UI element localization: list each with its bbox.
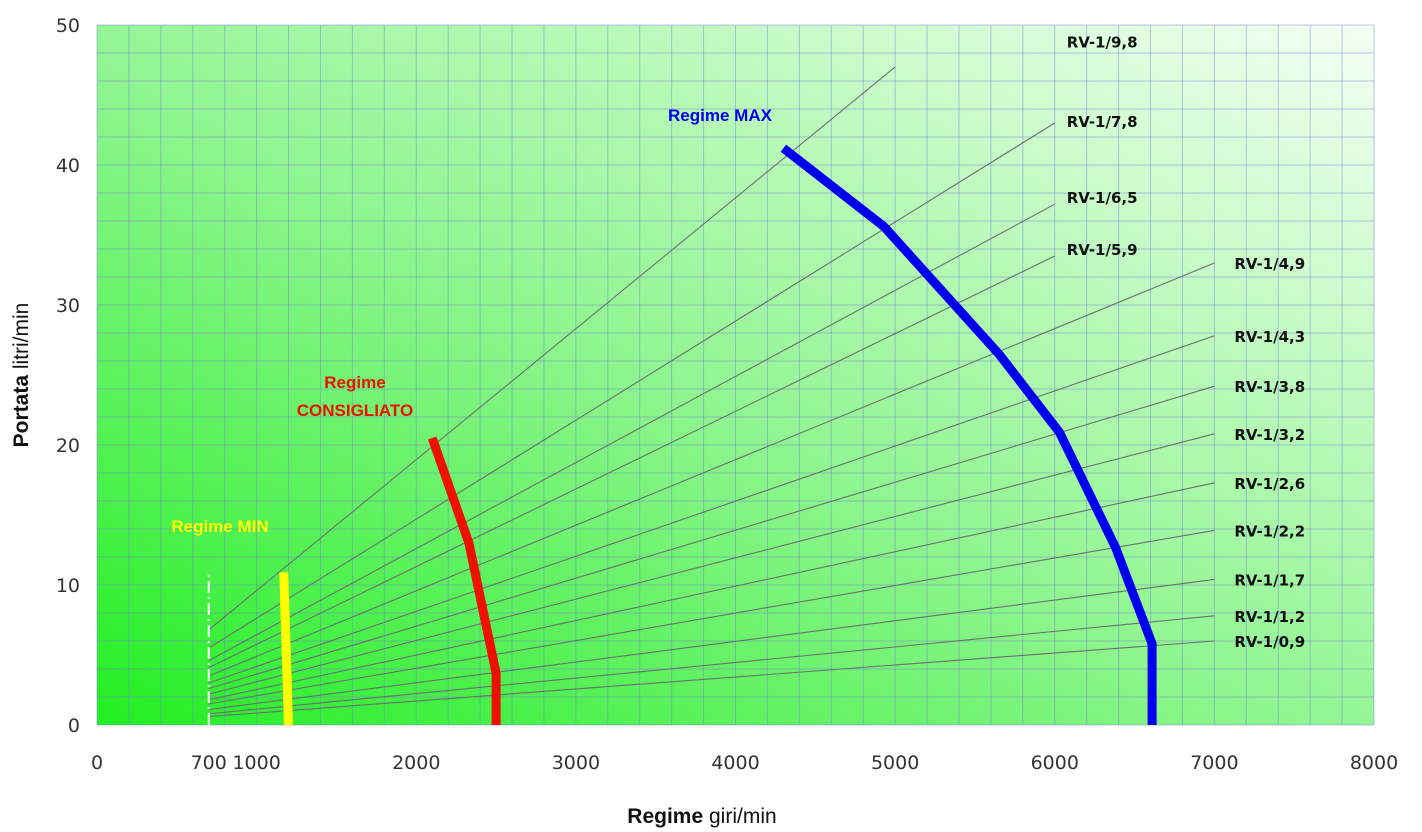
- pump-ray-label: RV-1/0,9: [1234, 633, 1305, 651]
- grid: [96, 24, 1375, 726]
- annotation-regime-consigliato-2: CONSIGLIATO: [297, 401, 414, 420]
- pump-ray-label: RV-1/2,6: [1234, 475, 1305, 493]
- regime-curves: [207, 144, 1157, 726]
- x-tick-label: 3000: [552, 752, 600, 774]
- pump-ray-label: RV-1/6,5: [1067, 189, 1138, 207]
- x-axis-title-bold: Regime: [627, 805, 703, 828]
- pump-ray-label: RV-1/5,9: [1067, 241, 1138, 259]
- x-tick-label: 700: [191, 752, 227, 774]
- pump-ray: [208, 385, 1215, 690]
- x-axis-title: Regime giri/min: [627, 805, 776, 828]
- x-tick-label: 2000: [392, 752, 440, 774]
- y-tick-label: 40: [56, 155, 80, 177]
- series-line: [279, 572, 293, 726]
- series-line: [427, 436, 501, 725]
- pump-ray: [208, 262, 1215, 677]
- pump-ray: [208, 640, 1215, 718]
- pump-ray: [208, 122, 1056, 649]
- pump-ray-label: RV-1/3,8: [1234, 378, 1305, 396]
- pump-ray: [208, 482, 1215, 701]
- x-tick-label: 5000: [871, 752, 919, 774]
- pump-ray: [208, 433, 1215, 695]
- pump-ray: [208, 255, 1055, 669]
- pump-ray: [208, 615, 1215, 715]
- pump-ray-label: RV-1/3,2: [1234, 426, 1305, 444]
- y-axis-title: Portata litri/min: [10, 303, 33, 448]
- y-tick-label: 30: [56, 295, 80, 317]
- pump-ray: [208, 203, 1056, 662]
- annotation-regime-min: Regime MIN: [171, 517, 268, 536]
- series-line: [780, 144, 1157, 725]
- y-axis-title-bold: Portata: [10, 375, 33, 448]
- x-tick-label: 8000: [1350, 752, 1398, 774]
- pump-ray-label: RV-1/4,9: [1234, 255, 1305, 273]
- y-axis-title-unit: litri/min: [10, 303, 33, 370]
- pump-ray: [208, 529, 1215, 705]
- axis-ticks: 0 700 1000 2000 3000 4000 5000 6000 7000 8000 0 10 2…: [56, 15, 1398, 774]
- x-tick-label: 4000: [711, 752, 759, 774]
- x-axis-title-unit: giri/min: [709, 805, 777, 828]
- pump-ray: [208, 66, 896, 631]
- pump-ray-label: RV-1/4,3: [1234, 328, 1305, 346]
- x-tick-label: 0: [91, 752, 103, 774]
- y-tick-label: 50: [56, 15, 80, 37]
- pump-ray: [208, 335, 1215, 684]
- y-tick-label: 20: [56, 435, 80, 457]
- pump-rays: RV-1/9,8 RV-1/7,8 RV-1/6,5 RV-1/5,9 RV-1/4,9…: [208, 33, 1305, 718]
- x-tick-label: 1000: [232, 752, 280, 774]
- pump-ray-label: RV-1/9,8: [1067, 33, 1138, 51]
- pump-ray-label: RV-1/7,8: [1067, 113, 1138, 131]
- annotation-regime-consigliato-1: Regime: [324, 373, 385, 392]
- y-tick-label: 0: [68, 715, 80, 737]
- x-tick-label: 6000: [1031, 752, 1079, 774]
- x-tick-label: 7000: [1190, 752, 1238, 774]
- annotation-regime-max: Regime MAX: [668, 106, 773, 125]
- pump-ray-label: RV-1/1,7: [1234, 571, 1305, 589]
- plot-background: [97, 25, 1374, 725]
- pump-ray-label: RV-1/2,2: [1234, 522, 1305, 540]
- y-tick-label: 10: [56, 575, 80, 597]
- pump-ray-label: RV-1/1,2: [1234, 608, 1305, 626]
- pump-ray: [208, 578, 1215, 711]
